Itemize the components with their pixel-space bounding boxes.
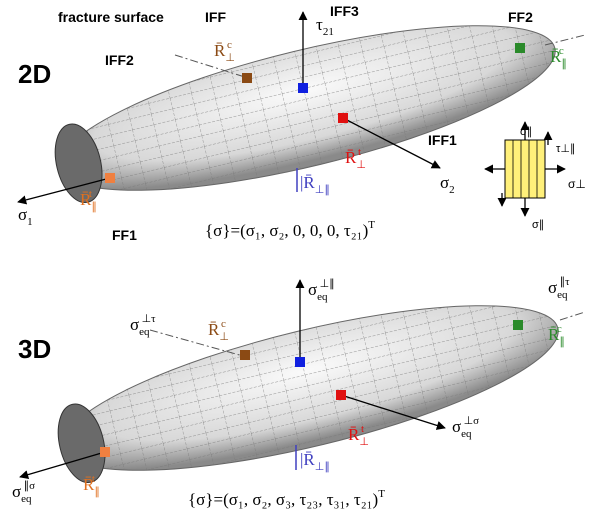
- label: R̄∥c: [550, 45, 567, 70]
- label-sub: ⊥∥: [315, 461, 330, 473]
- dimension-label: 2D: [18, 59, 51, 89]
- inset-label: σ∥: [520, 126, 532, 138]
- label-base: σ: [18, 205, 27, 224]
- label-sub: ⊥∥: [315, 184, 330, 196]
- label-sup: ⊥∥: [320, 278, 335, 290]
- label-sub: eq: [557, 289, 568, 301]
- label-sub: ∥: [94, 486, 100, 498]
- inset-label: σ⊥: [568, 177, 586, 191]
- label-base: R̄: [345, 148, 357, 167]
- label: σeq∥τ: [548, 276, 570, 301]
- inset-label: σ∥: [532, 219, 544, 231]
- label-sub: ∥: [561, 58, 567, 70]
- label-sub: eq: [461, 428, 472, 440]
- label: σeq⊥∥: [308, 278, 335, 303]
- label: {σ}=(σ₁, σ₂, 0, 0, 0, τ₂₁)T: [205, 219, 375, 240]
- label-sub: eq: [317, 291, 328, 303]
- diagram: 2D fracture surface IFF IFF3 IFF2 FF2 IF…: [0, 0, 589, 522]
- label: FF1: [112, 227, 137, 243]
- label: σeq⊥τ: [130, 313, 156, 338]
- label-sup: ∥τ: [560, 276, 571, 288]
- label: R̄⊥c: [208, 318, 229, 343]
- label-sup: ∥σ: [24, 480, 36, 492]
- label: R̄⊥c: [214, 39, 235, 64]
- label-sub: ∥: [91, 201, 97, 213]
- label-sub: eq: [139, 326, 150, 338]
- label-sup: t: [361, 423, 364, 435]
- label-sub: ⊥: [219, 331, 229, 343]
- label-sub: ∥: [559, 336, 565, 348]
- label: |R̄⊥∥: [300, 173, 330, 196]
- label-base: σ: [12, 482, 21, 501]
- label: σeq⊥σ: [452, 415, 479, 440]
- label-sub: ⊥: [359, 436, 369, 448]
- label-sub: ⊥: [356, 159, 366, 171]
- label: σeq∥σ: [12, 480, 35, 505]
- label-sup: t: [92, 473, 95, 485]
- label-sup: c: [557, 323, 562, 335]
- label-base: R̄: [208, 320, 220, 339]
- label-base: σ: [452, 417, 461, 436]
- label-sup: c: [559, 45, 564, 57]
- label-sup: t: [89, 188, 92, 200]
- inset-label: τ⊥∥: [556, 143, 575, 155]
- label-base: σ: [440, 173, 449, 192]
- label-base: {σ}=(σ₁, σ₂, σ₃, τ₂₃, τ₃₁, τ₂₁): [188, 490, 378, 509]
- label: IFF2: [105, 52, 134, 68]
- label-base: {σ}=(σ₁, σ₂, 0, 0, 0, τ₂₁): [205, 221, 368, 240]
- label-sub: eq: [21, 493, 32, 505]
- label-sup: T: [368, 219, 375, 231]
- label-base: |R̄: [300, 173, 315, 192]
- label-sup: c: [221, 318, 226, 330]
- label: {σ}=(σ₁, σ₂, σ₃, τ₂₃, τ₃₁, τ₂₁)T: [188, 488, 385, 509]
- label-base: σ: [308, 280, 317, 299]
- label-sup: ⊥σ: [464, 415, 480, 427]
- label: IFF1: [428, 132, 457, 148]
- dimension-label: 3D: [18, 334, 51, 364]
- label-sup: ⊥τ: [142, 313, 157, 325]
- label: fracture surface: [58, 9, 164, 25]
- label-base: σ: [130, 315, 139, 334]
- label: |R̄⊥∥: [300, 450, 330, 473]
- label-base: |R̄: [300, 450, 315, 469]
- label-base: σ: [548, 278, 557, 297]
- label-base: R̄: [348, 425, 360, 444]
- label-sub: 21: [323, 26, 334, 38]
- label-sup: T: [378, 488, 385, 500]
- label: σ2: [440, 173, 455, 196]
- label: FF2: [508, 9, 533, 25]
- label-sup: c: [227, 39, 232, 51]
- label-sup: t: [358, 146, 361, 158]
- fracture-body: [47, 272, 572, 505]
- label: σ1: [18, 205, 33, 228]
- label: IFF: [205, 9, 226, 25]
- label-sub: 2: [449, 184, 455, 196]
- label-sub: 1: [27, 216, 33, 228]
- label-sub: ⊥: [225, 52, 235, 64]
- label: IFF3: [330, 3, 359, 19]
- label-base: R̄: [214, 41, 226, 60]
